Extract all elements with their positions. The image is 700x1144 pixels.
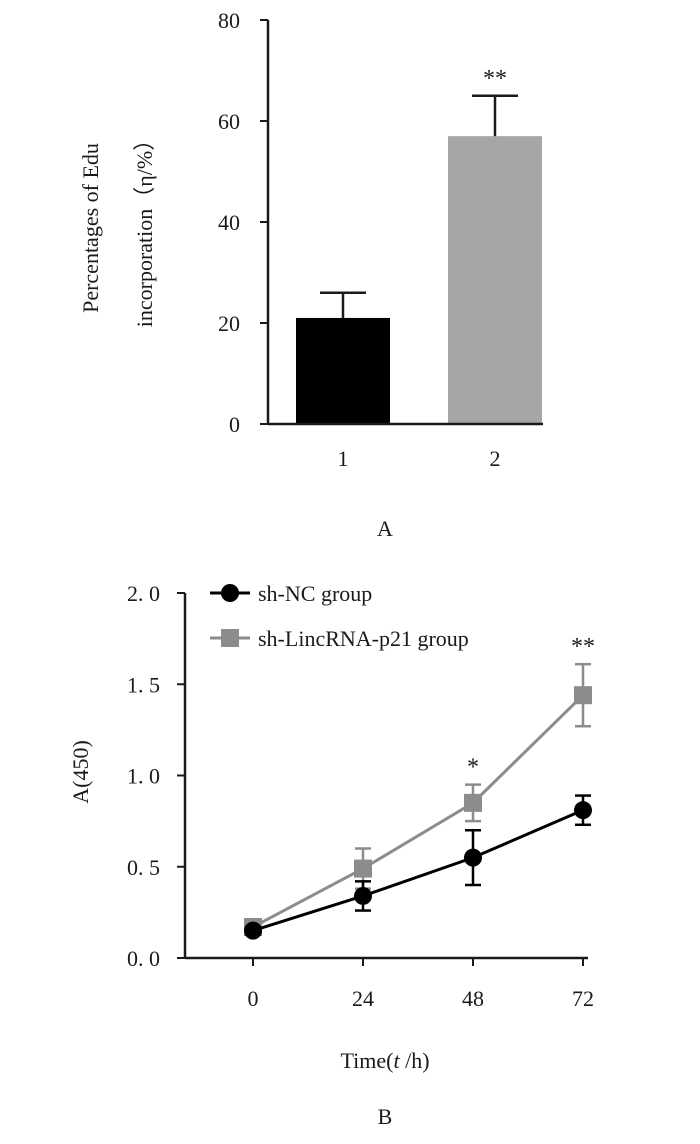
panel-b-xtick-label: 24 bbox=[352, 986, 374, 1011]
panel-a-significance: ** bbox=[483, 66, 507, 92]
panel-b-line-chart: A(450) 0. 00. 51. 01. 52. 0 0 24 48 72 *** … bbox=[68, 581, 595, 1129]
panel-b-xtick-label: 72 bbox=[572, 986, 594, 1011]
panel-b-point bbox=[354, 859, 372, 878]
panel-a-ylabel-line1: Percentages of Edu bbox=[78, 143, 103, 313]
panel-b-ylabel: A(450) bbox=[68, 740, 93, 804]
panel-b-legend-label: sh-LincRNA-p21 group bbox=[258, 626, 469, 651]
panel-b-series-line bbox=[252, 808, 584, 933]
panel-b-ytick-label: 1. 5 bbox=[127, 672, 160, 697]
panel-b-ytick-label: 0. 5 bbox=[127, 855, 160, 880]
panel-b-significance: * bbox=[467, 755, 479, 781]
panel-a-letter: A bbox=[377, 516, 393, 541]
panel-b-xlabel: Time(t /h) bbox=[340, 1048, 429, 1073]
panel-b-xtick-label: 48 bbox=[462, 986, 484, 1011]
panel-b-legend-marker bbox=[221, 629, 239, 647]
panel-b-legend-marker bbox=[221, 584, 239, 602]
panel-a-bar-chart: Percentages of Edu incorporation（η/%） 0 2… bbox=[78, 8, 543, 541]
panel-a-ytick-label: 80 bbox=[218, 8, 240, 33]
panel-a-ylabel-line2: incorporation（η/%） bbox=[132, 129, 157, 327]
panel-b-significance: ** bbox=[571, 634, 595, 660]
panel-b-ytick-label: 0. 0 bbox=[127, 946, 160, 971]
panel-a-ytick-label: 20 bbox=[218, 311, 240, 336]
panel-a-ytick-label: 40 bbox=[218, 210, 240, 235]
panel-a-ytick-label: 0 bbox=[229, 412, 240, 437]
panel-b-ytick-label: 2. 0 bbox=[127, 581, 160, 606]
panel-b-series-line bbox=[252, 694, 585, 929]
panel-b-point bbox=[464, 848, 482, 867]
panel-b-ytick-label: 1. 0 bbox=[127, 764, 160, 789]
panel-a-xtick-label: 2 bbox=[490, 446, 501, 471]
panel-a-bar bbox=[296, 317, 390, 424]
panel-a-xtick-label: 1 bbox=[338, 446, 349, 471]
panel-b-xtick-label: 0 bbox=[248, 986, 259, 1011]
panel-b-point bbox=[244, 921, 262, 940]
panel-b-point bbox=[354, 886, 372, 905]
panel-a-bar bbox=[448, 136, 542, 424]
panel-b-legend-label: sh-NC group bbox=[258, 581, 372, 606]
panel-b-point bbox=[574, 801, 592, 820]
panel-b-point bbox=[574, 686, 592, 705]
panel-b-letter: B bbox=[378, 1104, 393, 1129]
panel-b-point bbox=[464, 793, 482, 812]
panel-a-ytick-label: 60 bbox=[218, 109, 240, 134]
